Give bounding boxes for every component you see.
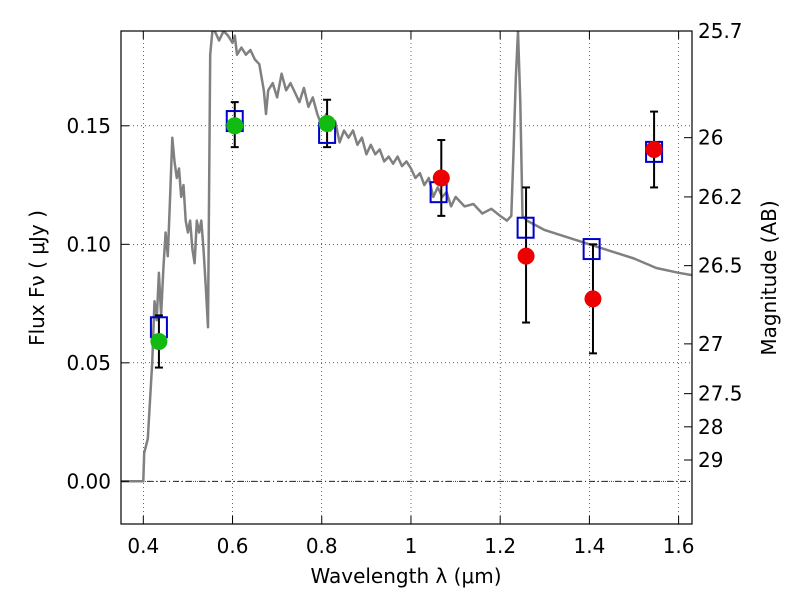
magnitude-axis-label: Magnitude (AB) — [757, 200, 781, 355]
x-tick-label: 0.6 — [217, 534, 249, 558]
magnitude-tick-label: 27.5 — [698, 382, 743, 406]
x-tick-label: 1 — [405, 534, 418, 558]
magnitude-tick-label: 28 — [698, 415, 723, 439]
x-tick-label: 0.8 — [306, 534, 338, 558]
model-flux-box — [582, 238, 601, 261]
x-tick-label: 1.6 — [663, 534, 695, 558]
x-axis-label: Wavelength λ (μm) — [310, 564, 501, 588]
y-axis-label: Flux Fν ( μJy ) — [25, 210, 49, 346]
nondetection-point — [645, 141, 663, 159]
magnitude-tick-label: 29 — [698, 448, 723, 472]
x-tick-label: 1.4 — [573, 534, 605, 558]
y-tick-label: 0.00 — [66, 469, 111, 493]
model-flux-box — [516, 216, 535, 239]
y-tick-label: 0.15 — [66, 114, 111, 138]
magnitude-axis-ticks: 25.7 26 26.2 26.5 27 27.5 28 29 — [684, 19, 743, 472]
nondetection-point — [584, 290, 602, 308]
detection-point — [150, 332, 168, 350]
y-axis-ticks: 0.00 0.05 0.10 0.15 — [66, 114, 129, 493]
nondetection-point — [517, 247, 535, 265]
magnitude-tick-label: 26.5 — [698, 254, 743, 278]
x-tick-label: 1.2 — [484, 534, 516, 558]
nondetection-point — [432, 169, 450, 187]
detection-point — [226, 117, 244, 135]
magnitude-tick-label: 26 — [698, 126, 723, 150]
detection-point — [318, 114, 336, 132]
magnitude-tick-label: 25.7 — [698, 19, 743, 43]
y-tick-label: 0.05 — [66, 351, 111, 375]
x-tick-label: 0.4 — [127, 534, 159, 558]
x-axis-ticks: 0.4 0.6 0.8 1 1.2 1.4 1.6 — [127, 31, 695, 558]
magnitude-tick-label: 27 — [698, 332, 723, 356]
plot-frame — [120, 30, 693, 525]
model-spectrum-line — [121, 31, 692, 483]
observed-photometry-points — [150, 114, 663, 350]
y-tick-label: 0.10 — [66, 232, 111, 256]
magnitude-tick-label: 26.2 — [698, 185, 743, 209]
